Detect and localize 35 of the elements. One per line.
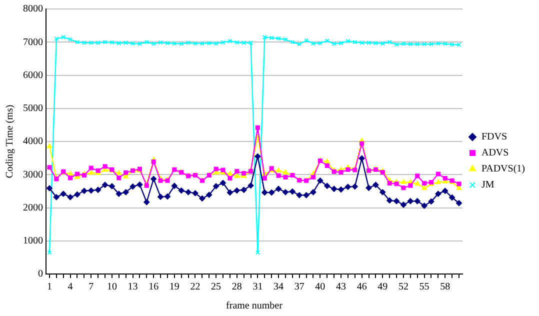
x-tick-label: 25 [211,282,222,293]
y-tick-label: 0 [38,268,43,280]
y-tick-label: 6000 [23,70,43,81]
legend-label: FDVS [481,132,508,143]
y-tick-label: 1000 [23,236,43,246]
x-tick-label: 52 [398,282,408,293]
x-tick-label: 55 [419,282,430,293]
x-tick-label: 4 [68,282,73,293]
y-tick-label: 8000 [23,4,43,15]
x-tick-label: 22 [190,282,200,293]
x-axis-title: frame number [226,300,284,312]
y-tick-label: 3000 [23,169,43,180]
x-tick-label: 40 [315,282,326,293]
y-tick-label: 2000 [23,202,43,214]
x-tick-label: 43 [336,282,346,293]
x-tick-label: 58 [440,282,450,293]
x-tick-label: 19 [169,282,180,293]
x-tick-label: 28 [232,282,242,293]
x-tick-label: 49 [378,282,388,293]
legend-label: PADVS(1) [481,164,525,175]
y-tick-label: 4000 [23,136,43,148]
x-tick-label: 34 [274,282,284,293]
y-tick-label: 5000 [23,103,43,114]
legend-label: ADVS [481,148,509,159]
x-tick-label: 37 [294,282,304,293]
x-tick-label: 13 [128,282,138,293]
y-tick-label: 7000 [23,36,43,48]
x-tick-label: 31 [252,282,263,293]
x-tick-label: 16 [148,282,159,293]
x-tick-label: 10 [106,282,117,293]
legend-label: JM [481,180,494,191]
x-tick-label: 1 [46,282,52,293]
x-tick-label: 7 [88,282,94,293]
x-tick-label: 46 [356,282,367,293]
y-axis-title: Coding Time (ms) [4,104,16,178]
